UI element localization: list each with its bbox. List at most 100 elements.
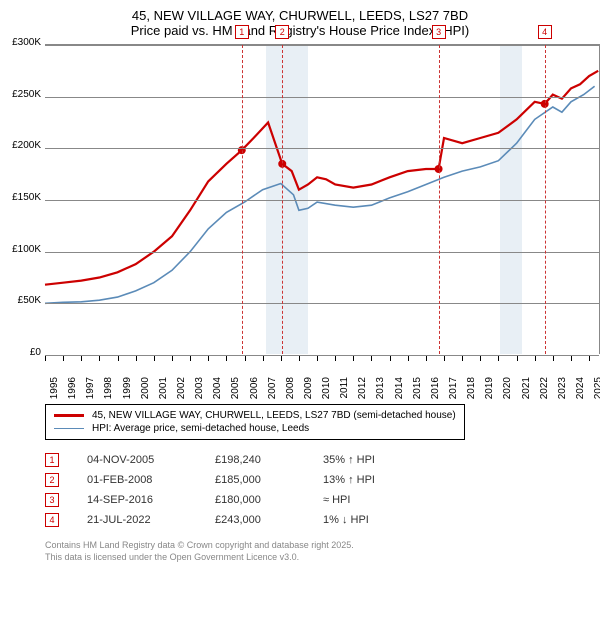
sales-number-box: 4 — [45, 513, 59, 527]
x-tick-label: 2011 — [339, 377, 350, 407]
event-line — [282, 45, 283, 354]
x-tick — [353, 356, 354, 361]
sales-price: £185,000 — [215, 474, 295, 486]
x-tick — [426, 356, 427, 361]
x-tick — [245, 356, 246, 361]
x-axis-labels: 1995199619971998199920002001200220032004… — [45, 356, 599, 396]
event-marker-2: 2 — [275, 25, 289, 39]
sales-date: 14-SEP-2016 — [87, 494, 187, 506]
y-axis-labels: £0£50K£100K£150K£200K£250K£300K — [7, 37, 43, 346]
x-tick-label: 2016 — [430, 377, 441, 407]
y-tick-label: £150K — [5, 192, 41, 203]
x-tick-label: 1995 — [49, 377, 60, 407]
x-tick-label: 2025 — [593, 377, 600, 407]
event-marker-4: 4 — [538, 25, 552, 39]
legend-row: HPI: Average price, semi-detached house,… — [54, 422, 456, 435]
x-tick — [462, 356, 463, 361]
sales-row: 4 21-JUL-2022 £243,000 1% ↓ HPI — [45, 510, 590, 530]
sales-diff: 13% ↑ HPI — [323, 474, 413, 486]
title-line-1: 45, NEW VILLAGE WAY, CHURWELL, LEEDS, LS… — [10, 8, 590, 23]
x-tick-label: 1997 — [85, 377, 96, 407]
legend-swatch — [54, 428, 84, 430]
x-tick — [480, 356, 481, 361]
footer: Contains HM Land Registry data © Crown c… — [45, 540, 590, 563]
title-line-2: Price paid vs. HM Land Registry's House … — [10, 23, 590, 38]
x-tick-label: 2002 — [176, 377, 187, 407]
x-tick — [535, 356, 536, 361]
x-tick — [81, 356, 82, 361]
legend-swatch — [54, 414, 84, 416]
sales-date: 01-FEB-2008 — [87, 474, 187, 486]
x-tick-label: 2018 — [466, 377, 477, 407]
sales-date: 04-NOV-2005 — [87, 454, 187, 466]
x-tick-label: 2023 — [557, 377, 568, 407]
x-tick — [99, 356, 100, 361]
x-tick — [335, 356, 336, 361]
y-tick-label: £0 — [5, 347, 41, 358]
x-tick-label: 2014 — [394, 377, 405, 407]
sales-diff: ≈ HPI — [323, 494, 413, 506]
x-tick-label: 2020 — [502, 377, 513, 407]
sales-diff: 1% ↓ HPI — [323, 514, 413, 526]
event-marker-1: 1 — [235, 25, 249, 39]
y-tick-label: £300K — [5, 37, 41, 48]
y-tick-label: £200K — [5, 140, 41, 151]
x-tick-label: 1999 — [122, 377, 133, 407]
x-tick-label: 2009 — [303, 377, 314, 407]
x-tick — [208, 356, 209, 361]
sales-row: 2 01-FEB-2008 £185,000 13% ↑ HPI — [45, 470, 590, 490]
event-line — [242, 45, 243, 354]
sales-price: £198,240 — [215, 454, 295, 466]
x-tick-label: 2010 — [321, 377, 332, 407]
x-tick — [589, 356, 590, 361]
legend-label: HPI: Average price, semi-detached house,… — [92, 423, 309, 434]
sales-date: 21-JUL-2022 — [87, 514, 187, 526]
sales-price: £180,000 — [215, 494, 295, 506]
x-tick — [118, 356, 119, 361]
x-tick — [226, 356, 227, 361]
x-tick-label: 2022 — [539, 377, 550, 407]
sales-price: £243,000 — [215, 514, 295, 526]
x-tick — [444, 356, 445, 361]
x-tick — [154, 356, 155, 361]
x-tick — [45, 356, 46, 361]
y-tick-label: £100K — [5, 244, 41, 255]
x-tick-label: 2008 — [285, 377, 296, 407]
x-tick — [281, 356, 282, 361]
x-tick — [136, 356, 137, 361]
chart-plot-area: £0£50K£100K£150K£200K£250K£300K 19951996… — [45, 44, 600, 354]
title-block: 45, NEW VILLAGE WAY, CHURWELL, LEEDS, LS… — [10, 8, 590, 38]
x-tick — [571, 356, 572, 361]
legend-label: 45, NEW VILLAGE WAY, CHURWELL, LEEDS, LS… — [92, 410, 456, 421]
y-tick-label: £250K — [5, 89, 41, 100]
x-tick — [190, 356, 191, 361]
x-tick — [408, 356, 409, 361]
x-tick-label: 2012 — [357, 377, 368, 407]
gridline — [45, 303, 599, 304]
legend: 45, NEW VILLAGE WAY, CHURWELL, LEEDS, LS… — [45, 404, 465, 440]
x-tick-label: 2006 — [249, 377, 260, 407]
x-tick — [390, 356, 391, 361]
chart-container: 45, NEW VILLAGE WAY, CHURWELL, LEEDS, LS… — [0, 0, 600, 620]
x-tick-label: 2005 — [230, 377, 241, 407]
x-tick-label: 2021 — [521, 377, 532, 407]
sales-number-box: 2 — [45, 473, 59, 487]
x-tick-label: 2017 — [448, 377, 459, 407]
sales-diff: 35% ↑ HPI — [323, 454, 413, 466]
event-marker-3: 3 — [432, 25, 446, 39]
footer-line-1: Contains HM Land Registry data © Crown c… — [45, 540, 590, 552]
x-tick-label: 2004 — [212, 377, 223, 407]
event-line — [439, 45, 440, 354]
x-tick-label: 2000 — [140, 377, 151, 407]
x-tick-label: 2024 — [575, 377, 586, 407]
gridline — [45, 45, 599, 46]
gridline — [45, 200, 599, 201]
legend-row: 45, NEW VILLAGE WAY, CHURWELL, LEEDS, LS… — [54, 409, 456, 422]
x-tick-label: 2003 — [194, 377, 205, 407]
x-tick-label: 2013 — [375, 377, 386, 407]
x-tick — [553, 356, 554, 361]
x-tick — [517, 356, 518, 361]
x-tick — [63, 356, 64, 361]
x-tick — [299, 356, 300, 361]
sales-row: 314-SEP-2016£180,000≈ HPI — [45, 490, 590, 510]
